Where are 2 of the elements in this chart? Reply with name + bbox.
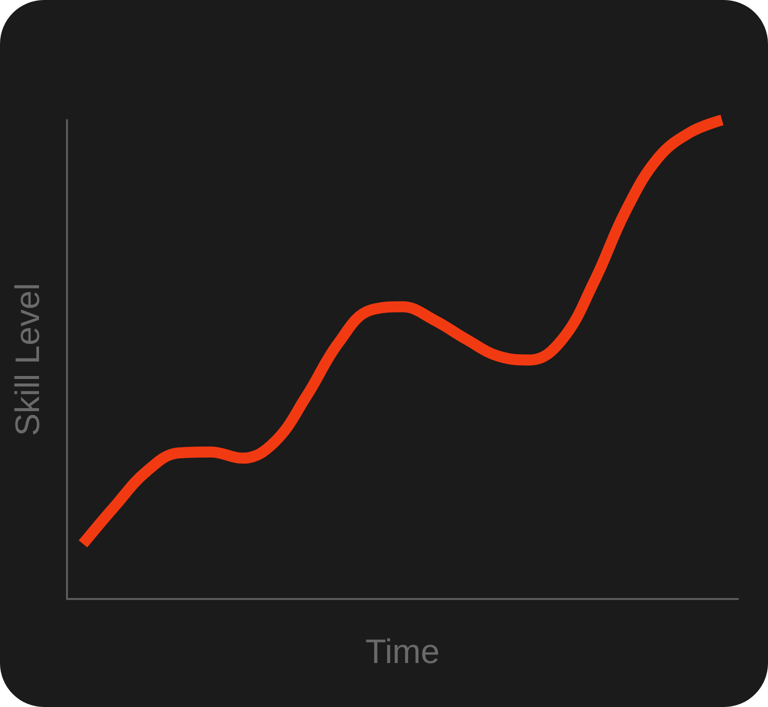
x-axis-title: Time xyxy=(365,633,440,671)
y-axis-title: Skill Level xyxy=(9,282,47,436)
